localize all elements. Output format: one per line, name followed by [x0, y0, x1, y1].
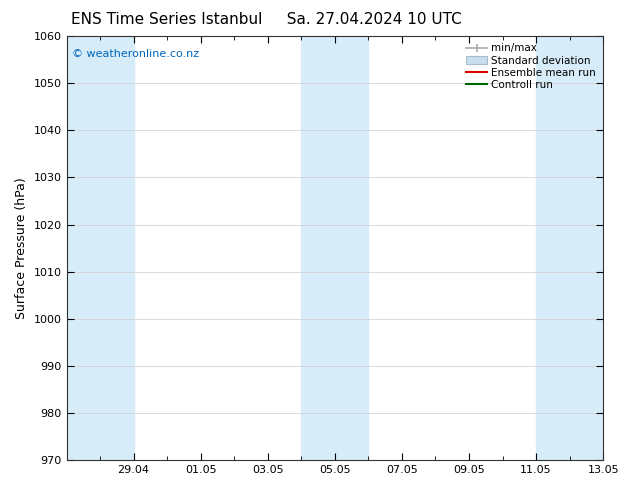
Bar: [301, 36, 368, 460]
Text: © weatheronline.co.nz: © weatheronline.co.nz: [72, 49, 199, 59]
Legend: min/max, Standard deviation, Ensemble mean run, Controll run: min/max, Standard deviation, Ensemble me…: [462, 39, 600, 94]
Bar: [67, 36, 134, 460]
Bar: [536, 36, 603, 460]
Y-axis label: Surface Pressure (hPa): Surface Pressure (hPa): [15, 177, 28, 319]
Text: ENS Time Series Istanbul     Sa. 27.04.2024 10 UTC: ENS Time Series Istanbul Sa. 27.04.2024 …: [71, 12, 462, 27]
